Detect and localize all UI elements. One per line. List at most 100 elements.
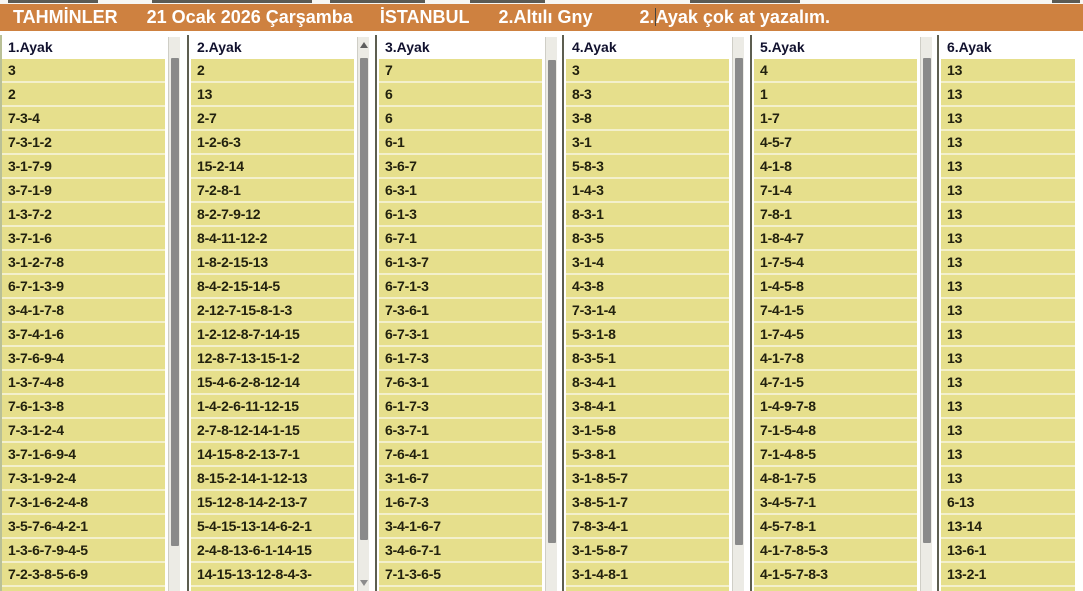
list-item[interactable]: 7-8-3-4-1 (566, 515, 729, 537)
list-item[interactable]: 7 (379, 59, 542, 81)
list-item[interactable]: 13 (941, 443, 1075, 465)
list-item[interactable]: 7-1-3-6-5 (379, 563, 542, 585)
list-item[interactable]: 13 (941, 299, 1075, 321)
list-item[interactable]: 3-7-6-9-4 (2, 347, 165, 369)
list-item[interactable]: 7-6-4-1 (379, 443, 542, 465)
list-item[interactable]: 4 (754, 59, 917, 81)
list-item[interactable]: 3-1-7-9 (2, 155, 165, 177)
scrollbar-down-arrow-icon[interactable] (358, 575, 369, 591)
list-item[interactable]: 4-5-7-8-1 (754, 515, 917, 537)
list-item[interactable]: 6-7-1-3 (379, 275, 542, 297)
scrollbar[interactable] (920, 37, 932, 591)
list-item[interactable]: 7-3-4 (2, 107, 165, 129)
list-item[interactable]: 13 (941, 419, 1075, 441)
list-item[interactable]: 15-12-8-14-2-13-7 (191, 491, 354, 513)
list-item[interactable]: 1-3-7-4-8 (2, 371, 165, 393)
list-item[interactable]: 3-7-1-6-9-4 (2, 443, 165, 465)
scrollbar[interactable] (357, 37, 369, 591)
list-item[interactable]: 7-3-1-4 (566, 299, 729, 321)
list-item[interactable]: 13 (941, 347, 1075, 369)
list-item[interactable]: 13 (941, 323, 1075, 345)
list-item[interactable]: 4-5-7 (754, 131, 917, 153)
list-item[interactable]: 1-4-9-7-8 (754, 395, 917, 417)
list-item[interactable]: 6-7-1-3-9 (2, 275, 165, 297)
list-item[interactable]: 4-1-7-8-5-3 (754, 539, 917, 561)
list-item[interactable]: 1-2-6-3 (191, 131, 354, 153)
list-item[interactable]: 3-4-6-7-1 (379, 539, 542, 561)
list-item[interactable]: 2-4-8-13-6-1-14-15 (191, 539, 354, 561)
list-item[interactable]: 6-1-7-3 (379, 347, 542, 369)
list-item[interactable]: 13-2-1 (941, 563, 1075, 585)
list-item[interactable]: 6 (379, 83, 542, 105)
list-item[interactable]: 7-1-4-8-5 (754, 443, 917, 465)
scrollbar[interactable] (732, 37, 744, 591)
list-item[interactable]: 1-4-5-8 (754, 275, 917, 297)
list-item[interactable]: 4-1-7-8 (754, 347, 917, 369)
list-item[interactable]: 13 (941, 59, 1075, 81)
list-item[interactable]: 3-7-4-1-6 (2, 323, 165, 345)
list-item[interactable]: 7-3-6-1 (379, 299, 542, 321)
list-item[interactable]: 3-7-1-9 (2, 179, 165, 201)
list-item[interactable]: 13 (941, 227, 1075, 249)
list-item[interactable]: 2-7-8-12-14-1-15 (191, 419, 354, 441)
list-item[interactable]: 4-1-8 (754, 155, 917, 177)
list-item[interactable]: 7-8-1 (754, 203, 917, 225)
list-item[interactable]: 1-7 (754, 107, 917, 129)
list-item[interactable]: 1-8-2-15-13 (191, 251, 354, 273)
list-item[interactable]: 6 (379, 107, 542, 129)
list-item[interactable]: 7-1-4 (754, 179, 917, 201)
scrollbar-thumb[interactable] (360, 58, 368, 540)
list-item[interactable]: 3-4-1-6-7 (379, 515, 542, 537)
list-item[interactable]: 4-3-8 (566, 275, 729, 297)
list-item[interactable]: 4-8-1-7-5 (754, 467, 917, 489)
list-item[interactable]: 13 (941, 107, 1075, 129)
list-item[interactable]: 7-3-1-2 (2, 131, 165, 153)
list-item[interactable]: 4-7-1-5 (754, 371, 917, 393)
list-item[interactable]: 15-2-14 (191, 155, 354, 177)
list-item[interactable]: 8-15-2-14-1-12-13 (191, 467, 354, 489)
list-item[interactable]: 3-1-4 (566, 251, 729, 273)
list-item[interactable]: 3-1-5-8 (566, 419, 729, 441)
list-item[interactable]: 5-3-1-8 (566, 323, 729, 345)
list-item[interactable]: 13 (941, 275, 1075, 297)
scrollbar[interactable] (168, 37, 180, 591)
list-item[interactable]: 3-1-5-8-7 (566, 539, 729, 561)
list-item[interactable]: 14-15-8-2-13-7-1 (191, 443, 354, 465)
scrollbar-thumb[interactable] (171, 58, 179, 546)
list-item[interactable]: 8-4-2-15-14-5 (191, 275, 354, 297)
list-item[interactable]: 7-3-1-6-2-4-8 (2, 491, 165, 513)
scrollbar-thumb[interactable] (735, 58, 743, 545)
list-item[interactable]: 8-3-4-1 (566, 371, 729, 393)
list-item[interactable]: 1-4-2-6-11-12-15 (191, 395, 354, 417)
list-item[interactable]: 3-1-2-7-8 (2, 251, 165, 273)
list-item[interactable]: 2 (191, 59, 354, 81)
scrollbar-up-arrow-icon[interactable] (358, 37, 369, 53)
list-item[interactable]: 7-6-1-3-8 (2, 395, 165, 417)
list-item[interactable]: 3-5-7-6-4-2-1 (2, 515, 165, 537)
list-item[interactable]: 8-3 (566, 83, 729, 105)
list-item[interactable]: 8-3-5 (566, 227, 729, 249)
list-item[interactable]: 6-1-7-3 (379, 395, 542, 417)
list-item[interactable]: 3-7-1-6 (2, 227, 165, 249)
scrollbar-thumb[interactable] (548, 60, 556, 543)
list-item[interactable]: 13 (941, 467, 1075, 489)
list-item[interactable]: 3-1-8-5-7 (566, 467, 729, 489)
list-item[interactable]: 1-4-3 (566, 179, 729, 201)
list-item[interactable]: 8-4-11-12-2 (191, 227, 354, 249)
list-item[interactable]: 6-7-3-1 (379, 323, 542, 345)
list-item[interactable]: 7-6-3-1 (379, 371, 542, 393)
list-item[interactable]: 8-2-7-9-12 (191, 203, 354, 225)
list-item[interactable]: 13 (941, 395, 1075, 417)
list-item[interactable]: 3-1 (566, 131, 729, 153)
list-item[interactable]: 3-4-1-7-8 (2, 299, 165, 321)
list-item[interactable]: 3-4-5-7-1 (754, 491, 917, 513)
list-item[interactable]: 13 (941, 83, 1075, 105)
list-item[interactable]: 1-8-4-7 (754, 227, 917, 249)
list-item[interactable]: 7-4-1-5 (754, 299, 917, 321)
list-item[interactable]: 6-13 (941, 491, 1075, 513)
list-item[interactable]: 6-7-1 (379, 227, 542, 249)
list-item[interactable]: 1-6-7-3 (379, 491, 542, 513)
list-item[interactable]: 3 (566, 59, 729, 81)
list-item[interactable]: 13 (941, 251, 1075, 273)
list-item[interactable]: 14-15-13-12-8-4-3- (191, 563, 354, 585)
